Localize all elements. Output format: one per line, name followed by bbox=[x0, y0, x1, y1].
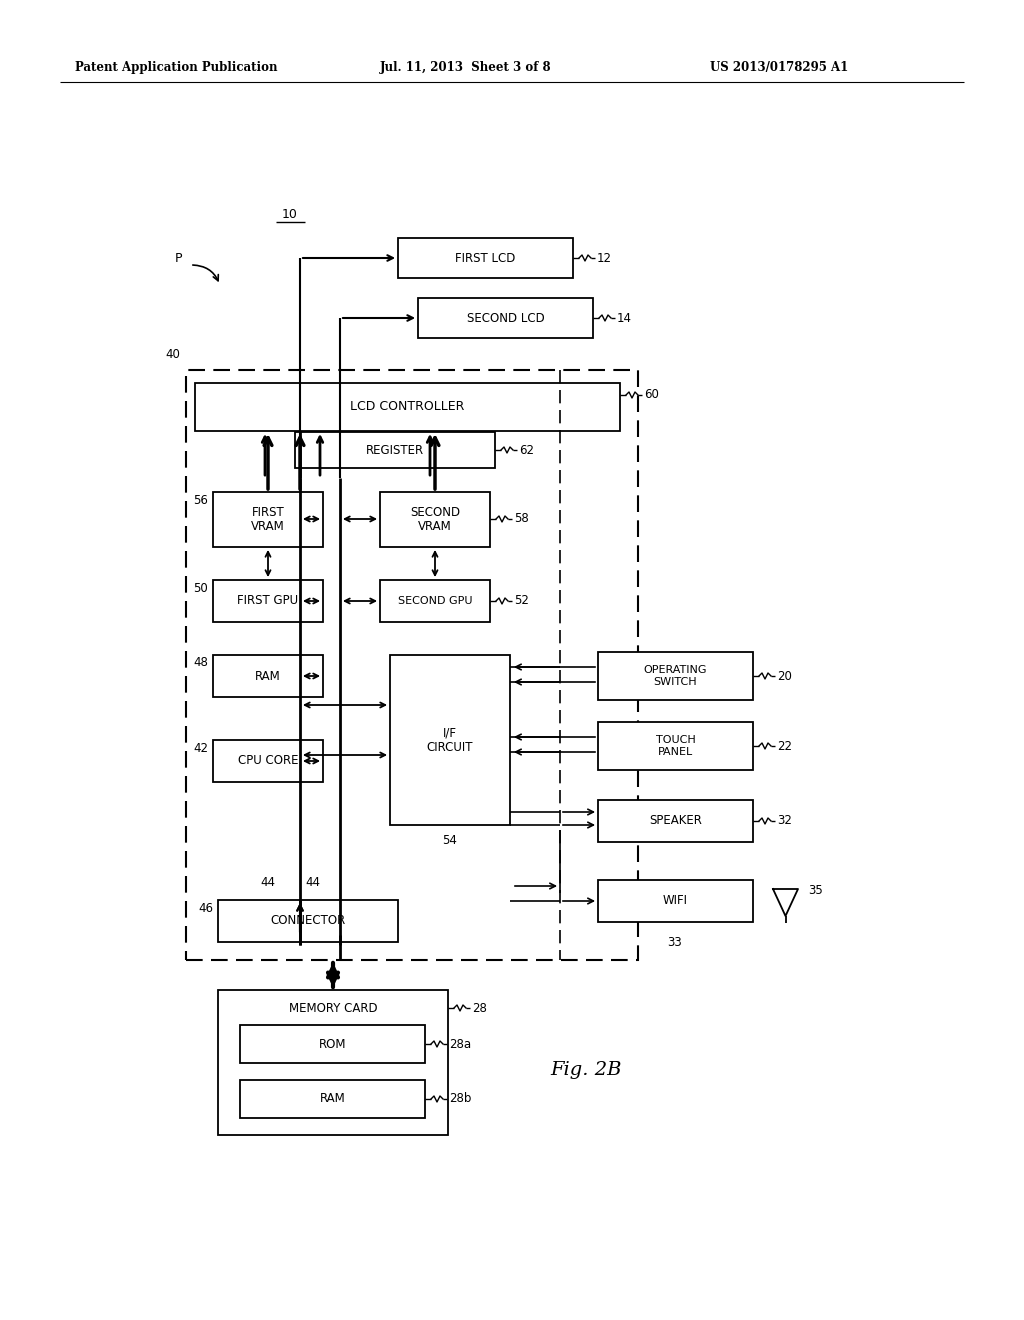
Bar bbox=[186, 370, 638, 960]
Text: 58: 58 bbox=[514, 512, 528, 525]
Text: OPERATING
SWITCH: OPERATING SWITCH bbox=[644, 665, 708, 686]
Bar bbox=[295, 432, 495, 469]
Text: FIRST
VRAM: FIRST VRAM bbox=[251, 506, 285, 533]
Text: 44: 44 bbox=[260, 875, 275, 888]
Text: RAM: RAM bbox=[319, 1093, 345, 1106]
Text: 50: 50 bbox=[194, 582, 208, 594]
Bar bbox=[598, 880, 753, 921]
Text: CONNECTOR: CONNECTOR bbox=[270, 915, 346, 928]
Text: 42: 42 bbox=[193, 742, 208, 755]
Bar bbox=[213, 579, 323, 622]
Text: 48: 48 bbox=[194, 656, 208, 669]
Text: 28: 28 bbox=[472, 1002, 486, 1015]
Text: RAM: RAM bbox=[255, 669, 281, 682]
Text: P: P bbox=[174, 252, 181, 264]
Text: 12: 12 bbox=[597, 252, 612, 264]
Text: 35: 35 bbox=[808, 884, 822, 898]
Bar bbox=[390, 655, 510, 825]
Text: 33: 33 bbox=[668, 936, 682, 949]
Text: 20: 20 bbox=[777, 669, 792, 682]
Text: 28a: 28a bbox=[449, 1038, 471, 1051]
Text: TOUCH
PANEL: TOUCH PANEL bbox=[655, 735, 695, 756]
Bar bbox=[218, 990, 449, 1135]
Bar bbox=[213, 741, 323, 781]
Text: 56: 56 bbox=[194, 494, 208, 507]
Bar bbox=[398, 238, 573, 279]
Text: LCD CONTROLLER: LCD CONTROLLER bbox=[350, 400, 465, 413]
Text: 14: 14 bbox=[617, 312, 632, 325]
Text: 10: 10 bbox=[282, 209, 298, 222]
Bar bbox=[598, 652, 753, 700]
Bar bbox=[240, 1080, 425, 1118]
Bar bbox=[240, 1026, 425, 1063]
Text: 54: 54 bbox=[442, 833, 458, 846]
Bar bbox=[380, 579, 490, 622]
Text: 60: 60 bbox=[644, 388, 658, 401]
Bar bbox=[195, 383, 620, 432]
Text: 44: 44 bbox=[305, 875, 319, 888]
Text: FIRST LCD: FIRST LCD bbox=[456, 252, 516, 264]
Text: 62: 62 bbox=[519, 444, 534, 457]
Bar bbox=[213, 655, 323, 697]
Text: CPU CORE: CPU CORE bbox=[238, 755, 298, 767]
Bar bbox=[380, 492, 490, 546]
Text: SECOND
VRAM: SECOND VRAM bbox=[410, 506, 460, 533]
Text: I/F
CIRCUIT: I/F CIRCUIT bbox=[427, 726, 473, 754]
Text: US 2013/0178295 A1: US 2013/0178295 A1 bbox=[710, 62, 848, 74]
Text: Fig. 2B: Fig. 2B bbox=[550, 1061, 622, 1078]
Text: 46: 46 bbox=[198, 902, 213, 915]
Text: FIRST GPU: FIRST GPU bbox=[238, 594, 299, 607]
Text: Patent Application Publication: Patent Application Publication bbox=[75, 62, 278, 74]
Text: WIFI: WIFI bbox=[663, 895, 688, 908]
Text: SPEAKER: SPEAKER bbox=[649, 814, 701, 828]
Bar bbox=[218, 900, 398, 942]
Text: SECOND LCD: SECOND LCD bbox=[467, 312, 545, 325]
Text: MEMORY CARD: MEMORY CARD bbox=[289, 1002, 377, 1015]
Text: SECOND GPU: SECOND GPU bbox=[397, 597, 472, 606]
Text: 40: 40 bbox=[165, 348, 180, 362]
Bar bbox=[598, 800, 753, 842]
Text: 28b: 28b bbox=[449, 1093, 471, 1106]
Bar bbox=[598, 722, 753, 770]
Text: 52: 52 bbox=[514, 594, 528, 607]
Text: Jul. 11, 2013  Sheet 3 of 8: Jul. 11, 2013 Sheet 3 of 8 bbox=[380, 62, 552, 74]
Text: 22: 22 bbox=[777, 739, 792, 752]
Text: ROM: ROM bbox=[318, 1038, 346, 1051]
Text: 32: 32 bbox=[777, 814, 792, 828]
Bar bbox=[418, 298, 593, 338]
Bar bbox=[213, 492, 323, 546]
Text: REGISTER: REGISTER bbox=[366, 444, 424, 457]
